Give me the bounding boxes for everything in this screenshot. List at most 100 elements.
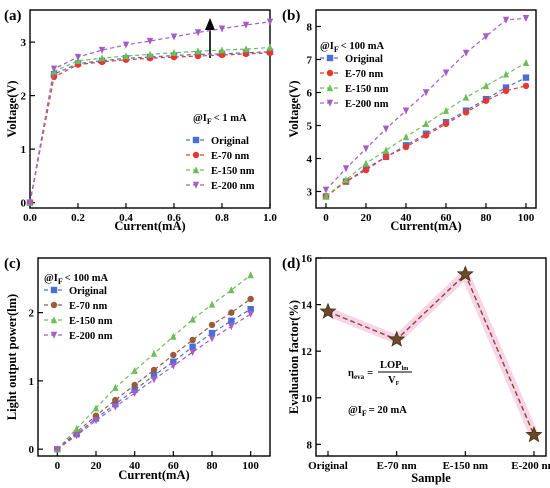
y-tick-label: 3 xyxy=(21,37,27,49)
plot-frame-b xyxy=(315,9,537,209)
x-tick-label: 100 xyxy=(242,460,259,472)
data-point xyxy=(422,132,430,139)
data-point xyxy=(242,21,250,29)
series-line-a-3 xyxy=(29,21,271,203)
data-point xyxy=(456,265,474,282)
y-tick-label: 6 xyxy=(307,88,313,100)
data-point xyxy=(247,295,254,303)
x-tick-label: 20 xyxy=(361,212,373,224)
data-point xyxy=(388,330,406,347)
legend-marker xyxy=(192,181,200,189)
x-axis-title-a: Current(mA) xyxy=(114,219,185,233)
legend-marker xyxy=(326,69,334,77)
evaluation-formula: ηeva = LOPlm VF xyxy=(348,360,412,387)
x-tick-label: 80 xyxy=(207,460,219,472)
legend-label: Original xyxy=(211,136,249,147)
data-point xyxy=(170,351,177,359)
data-point xyxy=(382,125,390,133)
data-point xyxy=(150,349,158,357)
legend-label: Original xyxy=(345,54,383,65)
condition-note-c: @IF < 100 mA xyxy=(44,273,108,286)
data-point xyxy=(522,15,530,23)
data-point xyxy=(150,372,158,379)
data-point xyxy=(170,358,177,365)
data-point xyxy=(422,120,430,128)
legend-b: Original E-70 nm E-150 nm E-200 nm xyxy=(320,54,389,110)
y-tick-label: 1 xyxy=(29,376,35,388)
data-point xyxy=(228,309,235,316)
data-point xyxy=(92,404,100,412)
data-point xyxy=(54,445,61,453)
plot-frame-d xyxy=(315,257,547,457)
y-tick-label: 2 xyxy=(29,308,35,320)
y-tick-label: 10 xyxy=(301,393,313,405)
panel-label-a: (a) xyxy=(4,8,22,24)
panel-label-c: (c) xyxy=(4,256,21,272)
data-point xyxy=(402,143,410,151)
data-point xyxy=(502,87,510,95)
data-point xyxy=(218,46,226,54)
condition-note-d: @IF = 20 mA xyxy=(348,405,407,418)
x-tick-label: E-200 nm xyxy=(511,460,550,472)
data-point xyxy=(194,52,202,60)
x-axis-title-c: Current(mA) xyxy=(118,468,189,482)
data-point xyxy=(170,49,178,57)
panel-label-b: (b) xyxy=(282,8,300,24)
y-axis-title-b: Voltage(V) xyxy=(287,80,301,137)
series-line-b-2 xyxy=(325,62,527,197)
data-point xyxy=(228,323,235,331)
data-point xyxy=(362,145,370,153)
data-point xyxy=(228,317,235,325)
data-point xyxy=(189,336,196,344)
data-point xyxy=(462,109,470,116)
data-point xyxy=(266,18,274,26)
data-point xyxy=(502,70,510,78)
x-axis-title-b: Current(mA) xyxy=(390,219,461,233)
data-point xyxy=(322,192,330,200)
formula-numerator: LOPlm xyxy=(380,360,408,372)
x-tick-label: E-150 nm xyxy=(443,460,489,472)
legend-marker xyxy=(50,286,58,294)
data-point xyxy=(462,49,470,57)
x-tick-label: 1.0 xyxy=(263,212,277,224)
x-tick-label: 40 xyxy=(401,212,413,224)
legend-marker xyxy=(326,84,334,92)
y-tick-label: 0 xyxy=(21,198,27,210)
y-tick-label: 2 xyxy=(21,91,27,103)
condition-note-b: @IF < 100 mA xyxy=(320,41,384,54)
data-point xyxy=(208,335,216,343)
legend-label: E-150 nm xyxy=(345,84,389,95)
data-point xyxy=(502,16,510,24)
plot-d: 8 10 12 14 16 Original E-70 nm E-150 nm E-200 nm xyxy=(301,253,550,472)
data-point xyxy=(26,199,34,207)
data-point xyxy=(150,376,158,384)
data-point xyxy=(146,37,154,45)
x-tick-label: 100 xyxy=(518,212,535,224)
legend-label: E-200 nm xyxy=(69,331,113,342)
data-point xyxy=(382,146,390,154)
y-tick-label: 8 xyxy=(307,22,313,34)
data-point xyxy=(112,396,119,404)
formula-lhs: ηeva = xyxy=(348,368,373,381)
data-point xyxy=(402,107,410,115)
data-point xyxy=(112,403,119,411)
x-tick-label: 0.0 xyxy=(23,212,37,224)
data-point xyxy=(522,59,530,66)
data-point xyxy=(362,166,370,174)
data-point xyxy=(242,50,250,58)
legend-label: E-150 nm xyxy=(211,166,255,177)
legend-c: Original E-70 nm E-150 nm E-200 nm xyxy=(44,286,113,342)
y-tick-label: 3 xyxy=(307,187,313,199)
y-tick-label: 8 xyxy=(307,439,313,451)
data-point xyxy=(131,381,138,389)
data-point xyxy=(319,302,337,319)
legend-marker xyxy=(50,301,58,309)
legend-marker xyxy=(192,166,200,174)
data-point xyxy=(266,49,274,57)
data-point xyxy=(502,84,510,91)
x-tick-label: 0.8 xyxy=(215,212,229,224)
y-tick-label: 12 xyxy=(301,346,313,358)
y-tick-label: 1 xyxy=(21,144,27,156)
y-axis-title-a: Voltage(V) xyxy=(5,80,19,137)
data-point xyxy=(194,47,202,55)
